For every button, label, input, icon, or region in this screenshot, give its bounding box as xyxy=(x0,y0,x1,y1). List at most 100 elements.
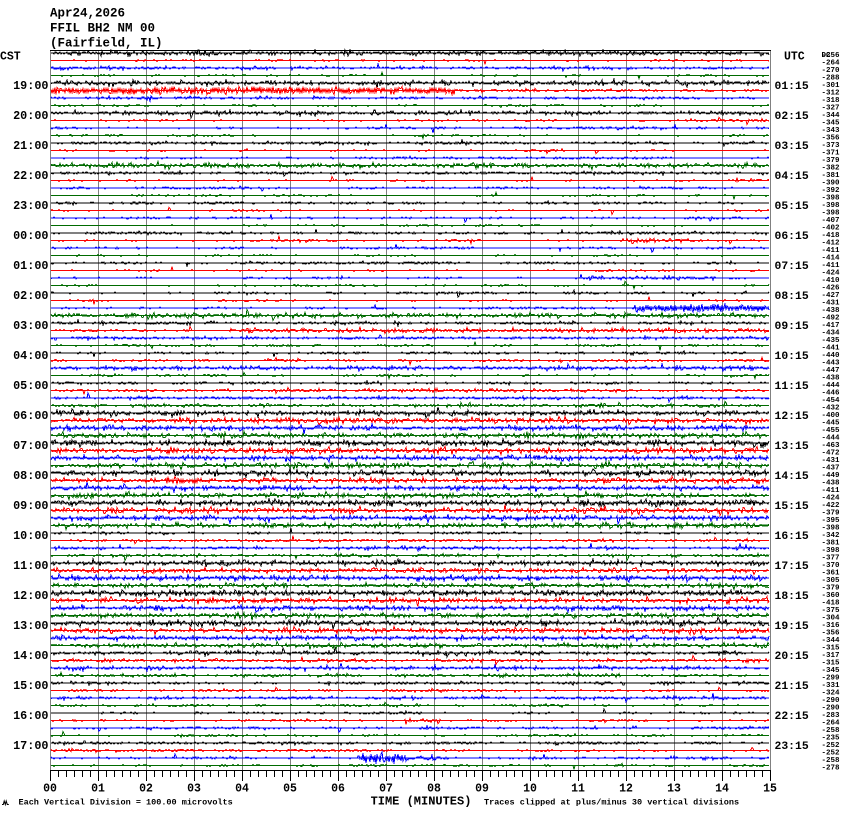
svg-text:-312: -312 xyxy=(822,90,841,98)
svg-text:05: 05 xyxy=(283,783,297,796)
svg-text:04: 04 xyxy=(235,783,249,796)
svg-text:01:00: 01:00 xyxy=(13,259,48,273)
svg-text:-472: -472 xyxy=(822,450,841,458)
svg-text:-407: -407 xyxy=(822,217,840,225)
svg-text:-441: -441 xyxy=(822,345,841,353)
svg-text:-356: -356 xyxy=(822,630,841,638)
svg-text:21:15: 21:15 xyxy=(775,681,809,693)
svg-text:Traces clipped at plus/minus 3: Traces clipped at plus/minus 30 vertical… xyxy=(484,798,739,808)
svg-text:-301: -301 xyxy=(822,82,841,90)
svg-text:12:15: 12:15 xyxy=(775,411,809,423)
svg-text:-426: -426 xyxy=(822,285,841,293)
svg-text:Each Vertical Division = 100.: Each Vertical Division = 100.00 microvol… xyxy=(19,798,233,808)
svg-text:09: 09 xyxy=(475,783,489,796)
svg-text:15:15: 15:15 xyxy=(775,501,809,513)
svg-text:-463: -463 xyxy=(822,442,841,450)
svg-text:07:00: 07:00 xyxy=(13,439,48,453)
svg-text:06: 06 xyxy=(331,783,345,796)
svg-text:-418: -418 xyxy=(822,232,841,240)
svg-text:18:15: 18:15 xyxy=(775,591,809,603)
svg-text:-398: -398 xyxy=(822,195,841,203)
svg-text:-454: -454 xyxy=(822,397,841,405)
svg-text:02:00: 02:00 xyxy=(13,289,48,303)
svg-text:14:00: 14:00 xyxy=(13,649,48,663)
svg-text:04:00: 04:00 xyxy=(13,349,48,363)
svg-text:-492: -492 xyxy=(822,315,841,323)
svg-text:(Fairfield, IL): (Fairfield, IL) xyxy=(50,37,163,51)
svg-text:14:15: 14:15 xyxy=(775,471,809,483)
svg-text:-455: -455 xyxy=(822,427,841,435)
svg-text:-438: -438 xyxy=(822,307,841,315)
svg-text:19:00: 19:00 xyxy=(13,79,48,93)
svg-text:-437: -437 xyxy=(822,465,840,473)
svg-text:13:00: 13:00 xyxy=(13,619,48,633)
svg-text:-410: -410 xyxy=(822,277,841,285)
svg-text:CST: CST xyxy=(0,51,21,64)
svg-text:13: 13 xyxy=(667,783,681,796)
svg-text:07: 07 xyxy=(379,783,393,796)
svg-text:-315: -315 xyxy=(822,645,841,653)
svg-text:-316: -316 xyxy=(822,622,841,630)
svg-text:02: 02 xyxy=(139,783,153,796)
svg-text:-283: -283 xyxy=(822,712,841,720)
svg-text:-264: -264 xyxy=(822,60,841,68)
svg-text:-278: -278 xyxy=(822,765,841,773)
svg-text:FFIL BH2 NM 00: FFIL BH2 NM 00 xyxy=(50,22,155,36)
svg-text:-424: -424 xyxy=(822,495,841,503)
svg-text:15:00: 15:00 xyxy=(13,679,48,693)
svg-text:-411: -411 xyxy=(822,247,841,255)
svg-text:10:00: 10:00 xyxy=(13,529,48,543)
svg-text:23:00: 23:00 xyxy=(13,199,48,213)
svg-text:-432: -432 xyxy=(822,405,841,413)
svg-text:09:15: 09:15 xyxy=(775,321,809,333)
svg-text:-344: -344 xyxy=(822,637,841,645)
svg-text:-402: -402 xyxy=(822,225,841,233)
svg-text:07:15: 07:15 xyxy=(775,261,809,273)
svg-text:-418: -418 xyxy=(822,600,841,608)
svg-text:06:15: 06:15 xyxy=(775,231,809,243)
svg-text:-424: -424 xyxy=(822,270,841,278)
svg-text:22:15: 22:15 xyxy=(775,711,809,723)
svg-text:03:15: 03:15 xyxy=(775,141,809,153)
svg-text:20:15: 20:15 xyxy=(775,651,809,663)
svg-text:-290: -290 xyxy=(822,705,841,713)
svg-text:-252: -252 xyxy=(822,742,841,750)
svg-text:12:00: 12:00 xyxy=(13,589,48,603)
svg-text:-417: -417 xyxy=(822,322,840,330)
svg-text:11:00: 11:00 xyxy=(13,559,48,573)
svg-text:-398: -398 xyxy=(822,547,841,555)
svg-text:-345: -345 xyxy=(822,667,841,675)
svg-text:-342: -342 xyxy=(822,532,841,540)
svg-text:-345: -345 xyxy=(822,120,841,128)
svg-text:-377: -377 xyxy=(822,555,840,563)
svg-text:-360: -360 xyxy=(822,592,841,600)
svg-text:-356: -356 xyxy=(822,135,841,143)
svg-text:-411: -411 xyxy=(822,262,841,270)
svg-text:16:00: 16:00 xyxy=(13,709,48,723)
svg-text:01:15: 01:15 xyxy=(775,81,809,93)
svg-text:10:15: 10:15 xyxy=(775,351,809,363)
svg-text:-435: -435 xyxy=(822,337,841,345)
svg-text:12: 12 xyxy=(619,783,633,796)
svg-text:-305: -305 xyxy=(822,577,841,585)
svg-text:-398: -398 xyxy=(822,210,841,218)
svg-text:-444: -444 xyxy=(822,382,841,390)
svg-text:-331: -331 xyxy=(822,682,841,690)
svg-text:-299: -299 xyxy=(822,675,841,683)
svg-text:-390: -390 xyxy=(822,180,841,188)
svg-text:11: 11 xyxy=(571,783,585,796)
svg-text:20:00: 20:00 xyxy=(13,109,48,123)
svg-text:11:15: 11:15 xyxy=(775,381,809,393)
svg-text:08: 08 xyxy=(427,783,441,796)
svg-text:-379: -379 xyxy=(822,585,841,593)
svg-text:00: 00 xyxy=(43,783,57,796)
svg-text:-327: -327 xyxy=(822,105,840,113)
svg-text:-446: -446 xyxy=(822,390,841,398)
svg-text:03:00: 03:00 xyxy=(13,319,48,333)
svg-text:-392: -392 xyxy=(822,187,841,195)
svg-text:-315: -315 xyxy=(822,660,841,668)
svg-text:08:00: 08:00 xyxy=(13,469,48,483)
svg-text:-235: -235 xyxy=(822,735,841,743)
svg-text:-324: -324 xyxy=(822,690,841,698)
svg-text:-304: -304 xyxy=(822,615,841,623)
